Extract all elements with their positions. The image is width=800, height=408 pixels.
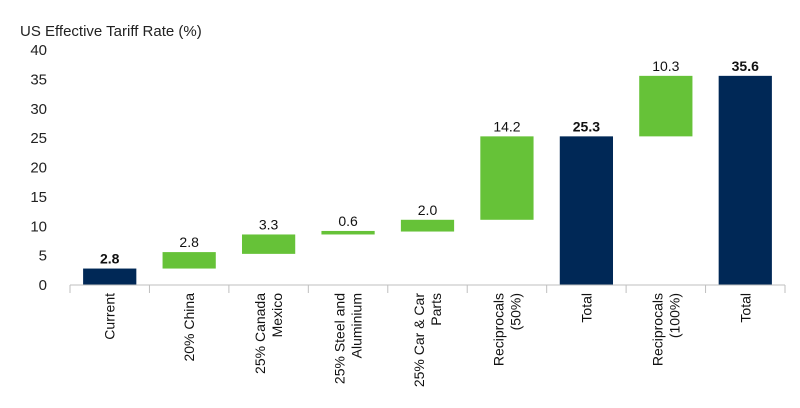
increment-bar xyxy=(321,230,375,235)
y-tick-label: 35 xyxy=(30,71,47,88)
y-tick-label: 10 xyxy=(30,218,47,235)
total-bar xyxy=(559,136,614,285)
increment-bar xyxy=(480,136,534,220)
data-label: 2.0 xyxy=(418,202,438,218)
x-tick-label: (100%) xyxy=(666,293,682,338)
x-tick-label: Current xyxy=(102,293,118,340)
x-tick-label: Reciprocals xyxy=(490,293,506,366)
y-tick-label: 40 xyxy=(30,42,47,59)
total-bar xyxy=(83,268,137,285)
x-tick-label: Total xyxy=(737,293,753,323)
y-tick-label: 25 xyxy=(30,130,47,147)
data-label: 10.3 xyxy=(652,58,679,74)
x-axis-tick-labels: Current 20% China 25% Canada Mexico 25% Stee… xyxy=(102,293,754,387)
category-separators xyxy=(69,285,786,293)
data-label: 35.6 xyxy=(732,58,759,74)
x-tick-label: Aluminium xyxy=(349,293,365,358)
x-tick-label: 25% Steel and xyxy=(332,293,348,384)
y-tick-label: 0 xyxy=(39,277,47,294)
chart-title: US Effective Tariff Rate (%) xyxy=(20,23,202,40)
data-label: 14.2 xyxy=(493,118,520,134)
total-bar xyxy=(718,75,772,285)
y-tick-label: 15 xyxy=(30,189,47,206)
data-labels: 2.8 2.8 3.3 0.6 2.0 14.2 25.3 10.3 35.6 xyxy=(100,58,759,267)
x-tick-label: Reciprocals xyxy=(649,293,665,366)
x-tick-label: Parts xyxy=(428,293,444,326)
increment-bar xyxy=(400,219,455,232)
increment-bar xyxy=(639,75,693,137)
increment-bar xyxy=(241,234,296,254)
bars-group xyxy=(83,75,772,285)
x-tick-label: 25% Canada xyxy=(252,293,268,374)
y-tick-label: 20 xyxy=(30,160,47,177)
x-tick-label: 25% Car & Car xyxy=(411,293,427,387)
data-label: 3.3 xyxy=(259,216,279,232)
x-tick-label: 20% China xyxy=(181,293,197,362)
y-tick-label: 30 xyxy=(30,101,47,118)
data-label: 0.6 xyxy=(338,213,358,229)
y-tick-label: 5 xyxy=(39,248,47,265)
data-label: 2.8 xyxy=(179,234,199,250)
data-label: 2.8 xyxy=(100,251,120,267)
x-tick-label: Total xyxy=(578,293,594,323)
x-tick-label: Mexico xyxy=(269,293,285,338)
data-label: 25.3 xyxy=(573,118,600,134)
increment-bar xyxy=(162,252,216,269)
y-axis-ticks: 0 5 10 15 20 25 30 35 40 xyxy=(30,42,47,294)
x-tick-label: (50%) xyxy=(507,293,523,330)
